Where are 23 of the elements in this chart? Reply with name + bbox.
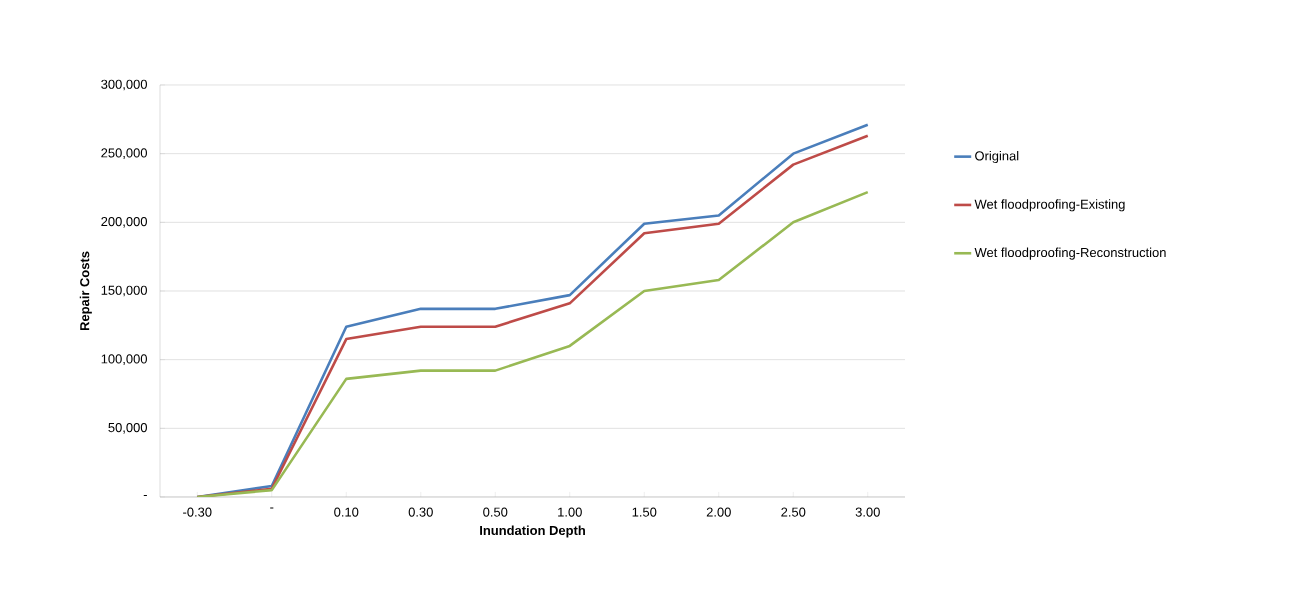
x-tick-label: -0.30 [183, 507, 212, 517]
y-tick-label: 250,000 [101, 148, 147, 159]
x-tick-label: 3.00 [855, 507, 880, 517]
y-tick-label: 200,000 [101, 216, 147, 228]
y-tick-label: 150,000 [101, 285, 147, 297]
legend-label: Original [975, 150, 1019, 164]
x-axis-title: Inundation Depth [480, 525, 585, 538]
legend-label: Wet floodproofing-Reconstruction [974, 247, 1166, 260]
legend-label: Wet floodproofing-Existing [974, 199, 1125, 212]
x-tick-label: 0.10 [334, 507, 359, 517]
x-tick-label: 0.50 [483, 507, 508, 517]
y-tick-label: 300,000 [101, 79, 147, 91]
line-series [195, 190, 870, 497]
x-tick-label: 2.50 [781, 507, 806, 517]
y-tick-label: - [143, 495, 147, 497]
x-tick-label: 1.00 [558, 507, 582, 517]
y-axis-title: Repair Costs [79, 251, 92, 331]
x-tick-label: 0.30 [408, 507, 433, 517]
y-tick-label: 100,000 [101, 354, 147, 365]
y-tick-label: 50,000 [108, 422, 147, 434]
x-tick-label: 2.00 [706, 507, 731, 517]
x-tick-label: 1.50 [632, 507, 657, 517]
x-tick-label: - [270, 507, 274, 509]
